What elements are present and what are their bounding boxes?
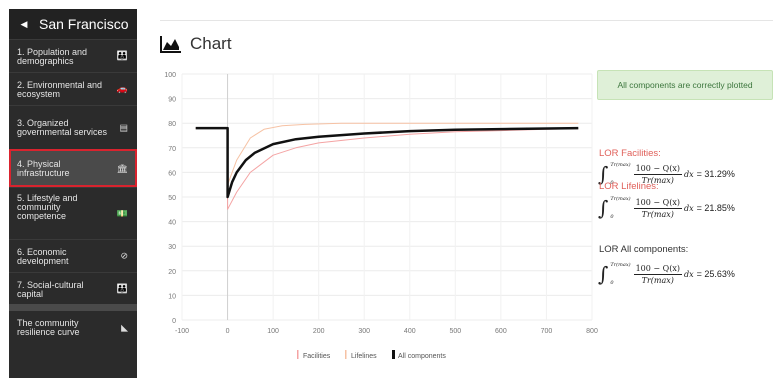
legend-label: All components bbox=[398, 353, 446, 360]
sidebar-item-lifestyle[interactable]: 5. Lifestyle and community competence 💵 bbox=[9, 187, 137, 239]
sidebar-item-label: 7. Social-cultural capital bbox=[17, 280, 84, 299]
page-title: Chart bbox=[160, 34, 232, 54]
sidebar-item-label: 6. Economic development bbox=[17, 247, 69, 266]
sidebar-item-economic[interactable]: 6. Economic development ⊘ bbox=[9, 239, 137, 272]
x-tick-label: 700 bbox=[541, 328, 553, 335]
x-tick-label: 0 bbox=[226, 328, 230, 335]
x-tick-label: 600 bbox=[495, 328, 507, 335]
no-icon: ⊘ bbox=[120, 250, 128, 261]
lor-facilities-value: = 31.29% bbox=[696, 169, 735, 179]
y-tick-label: 100 bbox=[164, 72, 176, 79]
legend-swatch bbox=[345, 350, 347, 359]
sidebar-item-governmental[interactable]: 3. Organized governmental services ▤ bbox=[9, 105, 137, 149]
lor-lifelines-value: = 21.85% bbox=[696, 203, 735, 213]
legend-swatch bbox=[297, 350, 299, 359]
sidebar-item-label: The community resilience curve bbox=[17, 318, 80, 337]
y-tick-label: 10 bbox=[168, 293, 176, 300]
page-title-text: Chart bbox=[190, 34, 232, 53]
lor-all-title: LOR All components: bbox=[599, 244, 689, 255]
bank-icon: 🏛 bbox=[116, 163, 128, 173]
car-icon: 🚗 bbox=[116, 83, 128, 94]
lor-facilities-title: LOR Facilities: bbox=[599, 148, 661, 159]
lor-all-value: = 25.63% bbox=[696, 269, 735, 279]
y-tick-label: 90 bbox=[168, 97, 176, 104]
lor-facilities-formula: ∫ Tr(max) 0 100 − Q(x) Tr(max) dx = 31.29% bbox=[598, 162, 735, 186]
sidebar-header[interactable]: ◀ San Francisco bbox=[9, 9, 137, 39]
series-line-facilities bbox=[195, 127, 579, 210]
y-tick-label: 40 bbox=[168, 220, 176, 227]
sidebar-item-resilience-curve[interactable]: The community resilience curve ◣ bbox=[9, 311, 137, 345]
city-name: San Francisco bbox=[39, 16, 129, 32]
success-alert: All components are correctly plotted bbox=[597, 70, 773, 100]
y-tick-label: 80 bbox=[168, 121, 176, 128]
series-line-all-components bbox=[195, 126, 579, 199]
x-tick-label: -100 bbox=[175, 328, 189, 335]
sidebar-item-environmental[interactable]: 2. Environmental and ecosystem 🚗 bbox=[9, 72, 137, 105]
legend-label: Facilities bbox=[303, 353, 331, 360]
x-tick-label: 800 bbox=[586, 328, 598, 335]
y-tick-label: 60 bbox=[168, 170, 176, 177]
people-icon: 👪 bbox=[116, 283, 128, 293]
legend-swatch bbox=[392, 350, 395, 359]
legend-label: Lifelines bbox=[351, 353, 377, 360]
y-tick-label: 20 bbox=[168, 269, 176, 276]
x-tick-label: 300 bbox=[358, 328, 370, 335]
sidebar-item-label: 2. Environmental and ecosystem bbox=[17, 80, 103, 99]
sidebar-item-physical-infrastructure[interactable]: 4. Physical infrastructure 🏛 bbox=[9, 149, 137, 187]
lor-lifelines-title: LOR Lifelines: bbox=[599, 181, 659, 192]
y-tick-label: 0 bbox=[172, 318, 176, 325]
sidebar-separator bbox=[9, 304, 137, 311]
x-tick-label: 500 bbox=[449, 328, 461, 335]
sidebar-item-label: 3. Organized governmental services bbox=[17, 118, 108, 137]
money-icon: 💵 bbox=[116, 208, 128, 218]
x-tick-label: 200 bbox=[313, 328, 325, 335]
x-tick-label: 100 bbox=[267, 328, 279, 335]
sidebar-item-population[interactable]: 1. Population and demographics 👪 bbox=[9, 39, 137, 72]
chevron-left-icon[interactable]: ◀ bbox=[20, 18, 28, 29]
y-tick-label: 50 bbox=[168, 195, 176, 202]
resilience-chart: 0 10 20 30 40 50 60 70 80 90 100 -100 0 100 200 300 400 5… bbox=[164, 72, 598, 360]
sidebar-item-social-cultural[interactable]: 7. Social-cultural capital 👪 bbox=[9, 272, 137, 304]
y-tick-label: 70 bbox=[168, 146, 176, 153]
area-chart-icon bbox=[160, 36, 181, 53]
sidebar-item-label: 4. Physical infrastructure bbox=[17, 159, 70, 178]
area-chart-icon: ◣ bbox=[121, 322, 128, 333]
sidebar-item-label: 1. Population and demographics bbox=[17, 47, 88, 66]
lor-lifelines-formula: ∫ Tr(max) 0 100 − Q(x) Tr(max) dx = 21.85% bbox=[598, 196, 735, 220]
x-tick-label: 400 bbox=[404, 328, 416, 335]
sidebar: ◀ San Francisco 1. Population and demogr… bbox=[9, 9, 137, 378]
people-icon: 👪 bbox=[116, 50, 128, 61]
lor-all-formula: ∫ Tr(max) 0 100 − Q(x) Tr(max) dx = 25.63% bbox=[598, 262, 735, 286]
header-divider bbox=[160, 20, 773, 21]
y-tick-label: 30 bbox=[168, 244, 176, 251]
building-icon: ▤ bbox=[119, 122, 128, 132]
sidebar-item-label: 5. Lifestyle and community competence bbox=[17, 193, 78, 221]
